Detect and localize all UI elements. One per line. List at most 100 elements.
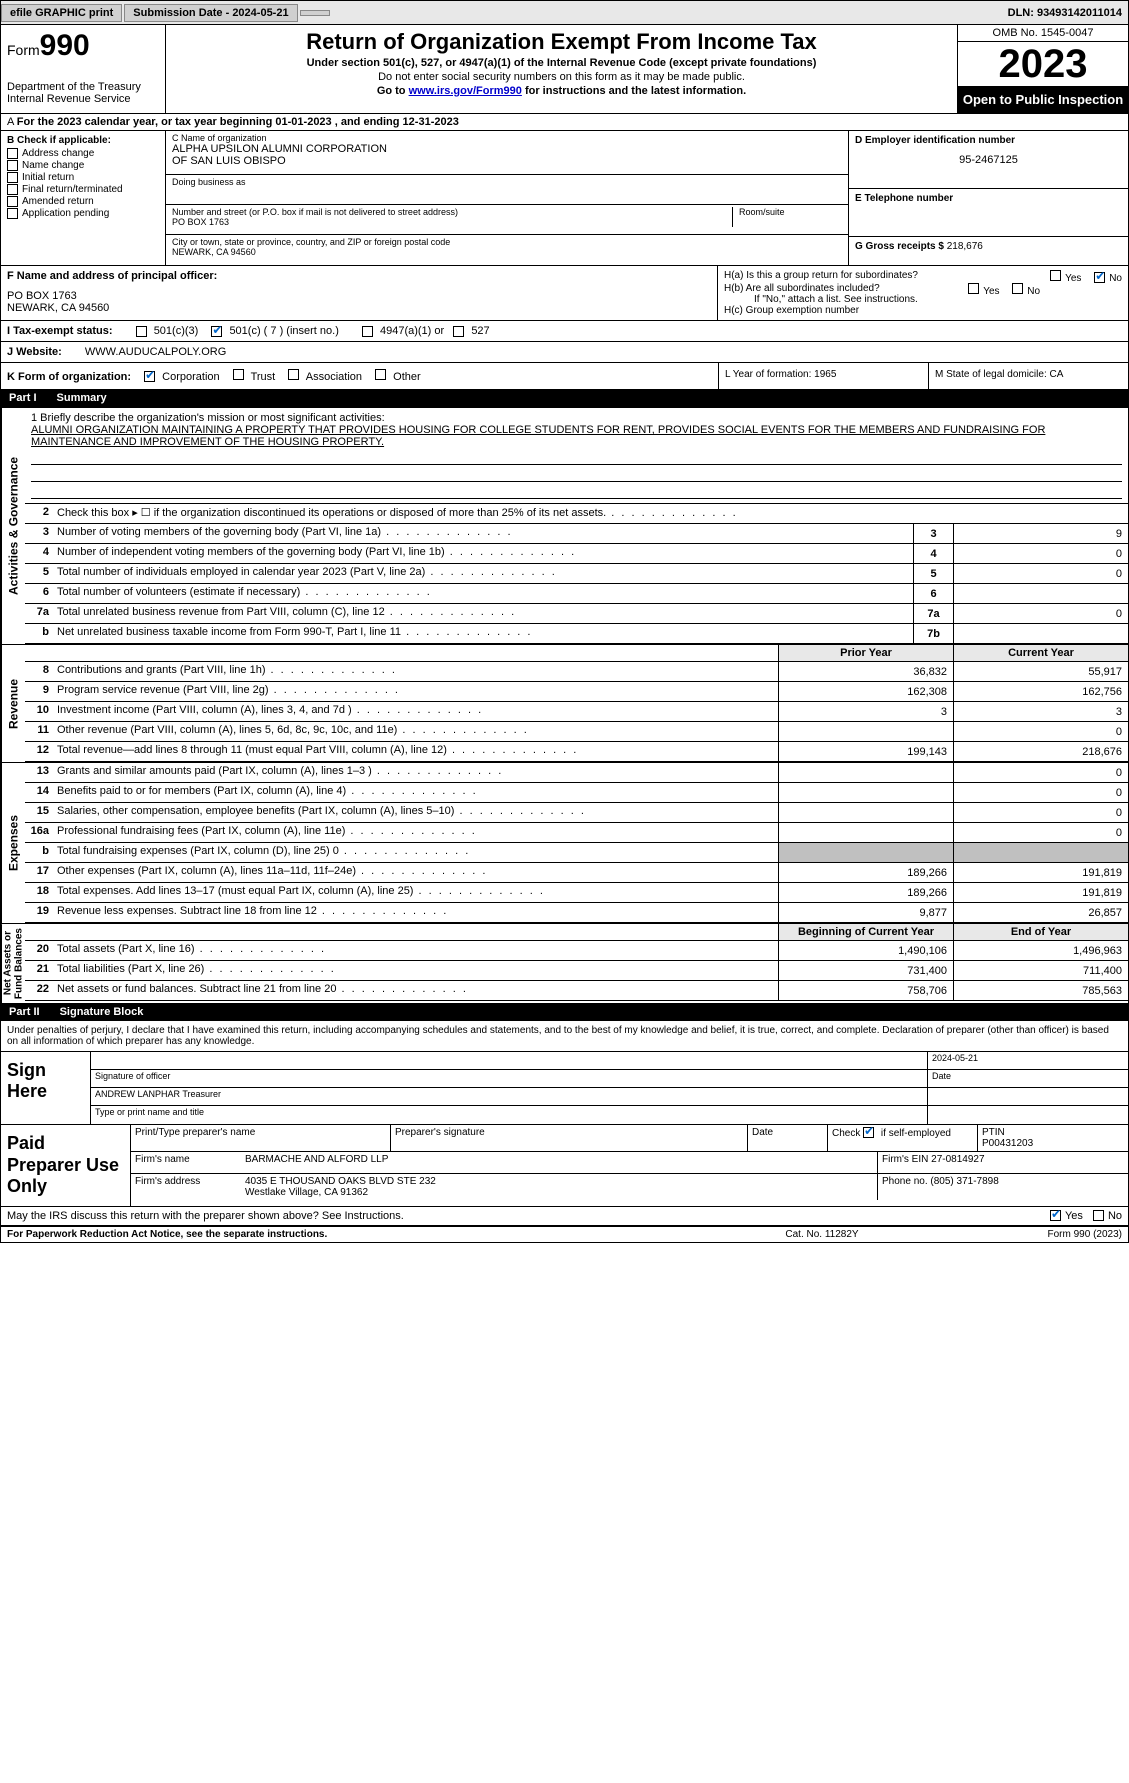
row-i: I Tax-exempt status: 501(c)(3) 501(c) ( … — [1, 320, 1128, 341]
gov-line-b: bNet unrelated business taxable income f… — [25, 624, 1128, 644]
current-year-hdr: Current Year — [953, 645, 1128, 661]
gov-line-2: 2Check this box ▸ ☐ if the organization … — [25, 504, 1128, 524]
activities-governance: Activities & Governance 1 Briefly descri… — [1, 407, 1128, 644]
chk-initial-return[interactable] — [7, 172, 18, 183]
state-domicile: M State of legal domicile: CA — [928, 363, 1128, 389]
form-org-label: K Form of organization: — [7, 371, 131, 383]
signature-intro: Under penalties of perjury, I declare th… — [1, 1021, 1128, 1052]
firm-phone-value: (805) 371-7898 — [930, 1176, 998, 1187]
submission-date-button[interactable]: Submission Date - 2024-05-21 — [124, 4, 297, 22]
chk-name-change[interactable] — [7, 160, 18, 171]
chk-501c[interactable] — [211, 326, 222, 337]
firm-ein-label: Firm's EIN — [882, 1154, 928, 1165]
blank-button[interactable] — [300, 10, 330, 16]
firm-addr2: Westlake Village, CA 91362 — [245, 1187, 873, 1198]
line-9: 9Program service revenue (Part VIII, lin… — [25, 682, 1128, 702]
top-toolbar: efile GRAPHIC print Submission Date - 20… — [1, 1, 1128, 25]
revenue-section: Revenue Prior Year Current Year 8Contrib… — [1, 644, 1128, 762]
chk-address-change[interactable] — [7, 148, 18, 159]
vtab-governance: Activities & Governance — [1, 408, 25, 644]
form-header: Form990 Department of the Treasury Inter… — [1, 25, 1128, 114]
ha-label: H(a) Is this a group return for subordin… — [724, 270, 918, 281]
line-13: 13Grants and similar amounts paid (Part … — [25, 763, 1128, 783]
chk-association[interactable] — [288, 369, 299, 380]
net-assets-section: Net Assets or Fund Balances Beginning of… — [1, 923, 1128, 1003]
city-label: City or town, state or province, country… — [172, 237, 842, 247]
chk-trust[interactable] — [233, 369, 244, 380]
mission-label: 1 Briefly describe the organization's mi… — [31, 412, 1122, 424]
chk-discuss-no[interactable] — [1093, 1210, 1104, 1221]
dln-label: DLN: 93493142011014 — [1008, 7, 1122, 19]
tax-year: 2023 — [958, 42, 1128, 86]
chk-ha-no[interactable] — [1094, 272, 1105, 283]
firm-name-label: Firm's name — [131, 1152, 241, 1173]
prep-sig-hdr: Preparer's signature — [391, 1125, 748, 1151]
sign-here-block: Sign Here 2024-05-21 Signature of office… — [1, 1052, 1128, 1125]
line-12: 12Total revenue—add lines 8 through 11 (… — [25, 742, 1128, 762]
firm-addr1: 4035 E THOUSAND OAKS BLVD STE 232 — [245, 1176, 873, 1187]
officer-addr2: NEWARK, CA 94560 — [7, 302, 711, 314]
instructions-link[interactable]: www.irs.gov/Form990 — [409, 85, 522, 97]
gov-line-5: 5Total number of individuals employed in… — [25, 564, 1128, 584]
chk-527[interactable] — [453, 326, 464, 337]
section-a: B Check if applicable: Address change Na… — [1, 131, 1128, 265]
cat-number: Cat. No. 11282Y — [722, 1229, 922, 1240]
line-18: 18Total expenses. Add lines 13–17 (must … — [25, 883, 1128, 903]
org-name-2: OF SAN LUIS OBISPO — [172, 155, 842, 167]
part-1-header: Part I Summary — [1, 389, 1128, 407]
sign-date: 2024-05-21 — [928, 1052, 1128, 1069]
chk-application-pending[interactable] — [7, 208, 18, 219]
chk-corporation[interactable] — [144, 371, 155, 382]
part-2-header: Part II Signature Block — [1, 1003, 1128, 1021]
dba-block: Doing business as — [166, 175, 848, 205]
chk-self-employed[interactable] — [863, 1127, 874, 1138]
chk-hb-yes[interactable] — [968, 283, 979, 294]
omb-number: OMB No. 1545-0047 — [958, 25, 1128, 42]
line-20: 20Total assets (Part X, line 16)1,490,10… — [25, 941, 1128, 961]
chk-ha-yes[interactable] — [1050, 270, 1061, 281]
hb-note: If "No," attach a list. See instructions… — [724, 294, 1122, 305]
line-21: 21Total liabilities (Part X, line 26)731… — [25, 961, 1128, 981]
chk-discuss-yes[interactable] — [1050, 1210, 1061, 1221]
chk-amended-return[interactable] — [7, 196, 18, 207]
line-16a: 16aProfessional fundraising fees (Part I… — [25, 823, 1128, 843]
type-name-label: Type or print name and title — [91, 1106, 928, 1124]
officer-addr1: PO BOX 1763 — [7, 290, 711, 302]
vtab-revenue: Revenue — [1, 645, 25, 762]
firm-addr-label: Firm's address — [131, 1174, 241, 1200]
line-22: 22Net assets or fund balances. Subtract … — [25, 981, 1128, 1001]
year-block: OMB No. 1545-0047 2023 Open to Public In… — [958, 25, 1128, 113]
discuss-row: May the IRS discuss this return with the… — [1, 1207, 1128, 1227]
chk-hb-no[interactable] — [1012, 283, 1023, 294]
prep-date-hdr: Date — [748, 1125, 828, 1151]
netassets-headers: Beginning of Current Year End of Year — [25, 924, 1128, 941]
chk-4947[interactable] — [362, 326, 373, 337]
firm-ein-value: 27-0814927 — [931, 1154, 984, 1165]
form-ref: Form 990 (2023) — [922, 1229, 1122, 1240]
gross-label: G Gross receipts $ — [855, 241, 944, 252]
tax-exempt-label: I Tax-exempt status: — [7, 325, 113, 337]
chk-other[interactable] — [375, 369, 386, 380]
discuss-text: May the IRS discuss this return with the… — [7, 1210, 1050, 1222]
form-title: Return of Organization Exempt From Incom… — [174, 29, 949, 55]
ptin-value: P00431203 — [982, 1138, 1124, 1149]
line-15: 15Salaries, other compensation, employee… — [25, 803, 1128, 823]
box-b: B Check if applicable: Address change Na… — [1, 131, 166, 265]
line-14: 14Benefits paid to or for members (Part … — [25, 783, 1128, 803]
date-label: Date — [928, 1070, 1128, 1087]
gross-value: 218,676 — [947, 241, 983, 252]
mission-block: 1 Briefly describe the organization's mi… — [25, 408, 1128, 504]
line-8: 8Contributions and grants (Part VIII, li… — [25, 662, 1128, 682]
hb-label: H(b) Are all subordinates included? — [724, 283, 880, 294]
gov-line-6: 6Total number of volunteers (estimate if… — [25, 584, 1128, 604]
chk-501c3[interactable] — [136, 326, 147, 337]
city-value: NEWARK, CA 94560 — [172, 247, 842, 257]
org-name-1: ALPHA UPSILON ALUMNI CORPORATION — [172, 143, 842, 155]
paperwork-notice: For Paperwork Reduction Act Notice, see … — [7, 1229, 722, 1240]
efile-print-button[interactable]: efile GRAPHIC print — [1, 4, 122, 22]
chk-final-return[interactable] — [7, 184, 18, 195]
ein-value: 95-2467125 — [855, 154, 1122, 166]
sign-here-label: Sign Here — [1, 1052, 91, 1124]
row-j: J Website: WWW.AUDUCALPOLY.ORG — [1, 341, 1128, 362]
row-f-h: F Name and address of principal officer:… — [1, 265, 1128, 320]
